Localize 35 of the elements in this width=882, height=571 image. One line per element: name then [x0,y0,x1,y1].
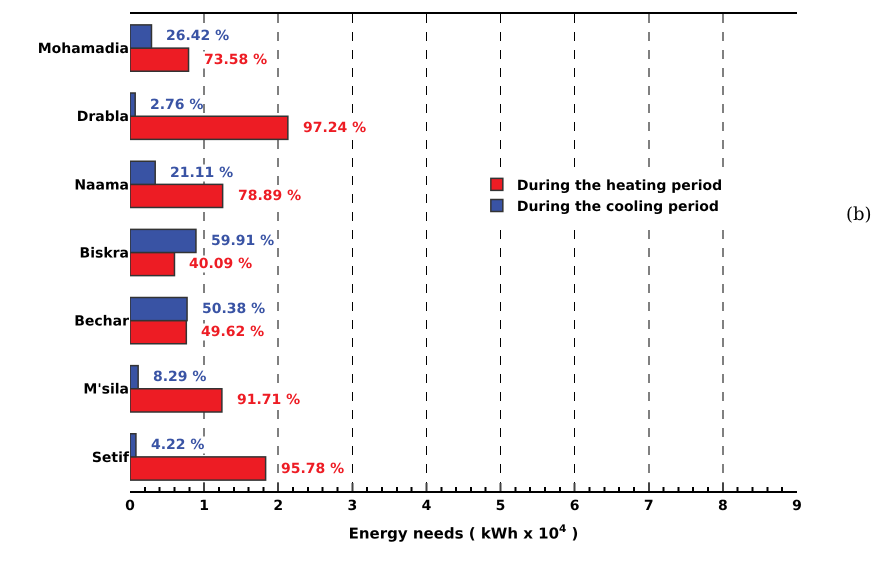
annotation: 95.78 % [281,461,344,477]
annotation: 97.24 % [303,120,366,136]
annotation: 21.11 % [170,165,234,181]
x-tick-label: 7 [644,498,654,514]
text: (b) [846,204,872,225]
annotation: 4.22 % [151,437,204,453]
y-tick-label: Setif [92,450,130,466]
x-tick-label: 0 [125,498,136,514]
x-tick-label: 2 [273,498,284,514]
annotation: 8.29 % [153,369,206,385]
y-tick-label: Mohamadia [38,40,129,57]
y-tick-label: Naama [74,177,129,194]
annotation: 2.76 % [150,97,204,113]
x-tick-label: 1 [199,498,209,514]
y-tick-label: M'sila [83,382,129,398]
annotation: 59.91 % [211,233,274,249]
x-tick-label: 4 [422,498,432,514]
y-tick-label: Biskra [80,245,129,262]
x-tick-label: 6 [570,498,580,514]
annotation: 91.71 % [237,392,300,408]
annotation: 40.09 % [189,256,252,272]
x-tick-label: 9 [792,498,802,514]
x-axis-title: Energy needs ( kWh x 10$^{4}$ ) [348,523,578,542]
annotation: 50.38 % [202,301,266,317]
legend-label: During the cooling period [516,199,719,216]
legend-label: During the heating period [516,178,722,194]
x-tick-label: 5 [496,498,506,514]
annotation: 78.89 % [238,188,302,204]
annotation: 73.58 % [204,52,268,68]
y-tick-label: Bechar [74,314,130,330]
annotation: 26.42 % [166,28,230,44]
y-tick-label: Drabla [76,109,129,126]
x-tick-label: 3 [347,498,358,514]
annotation: 49.62 % [201,324,264,340]
x-tick-label: 8 [718,498,728,514]
